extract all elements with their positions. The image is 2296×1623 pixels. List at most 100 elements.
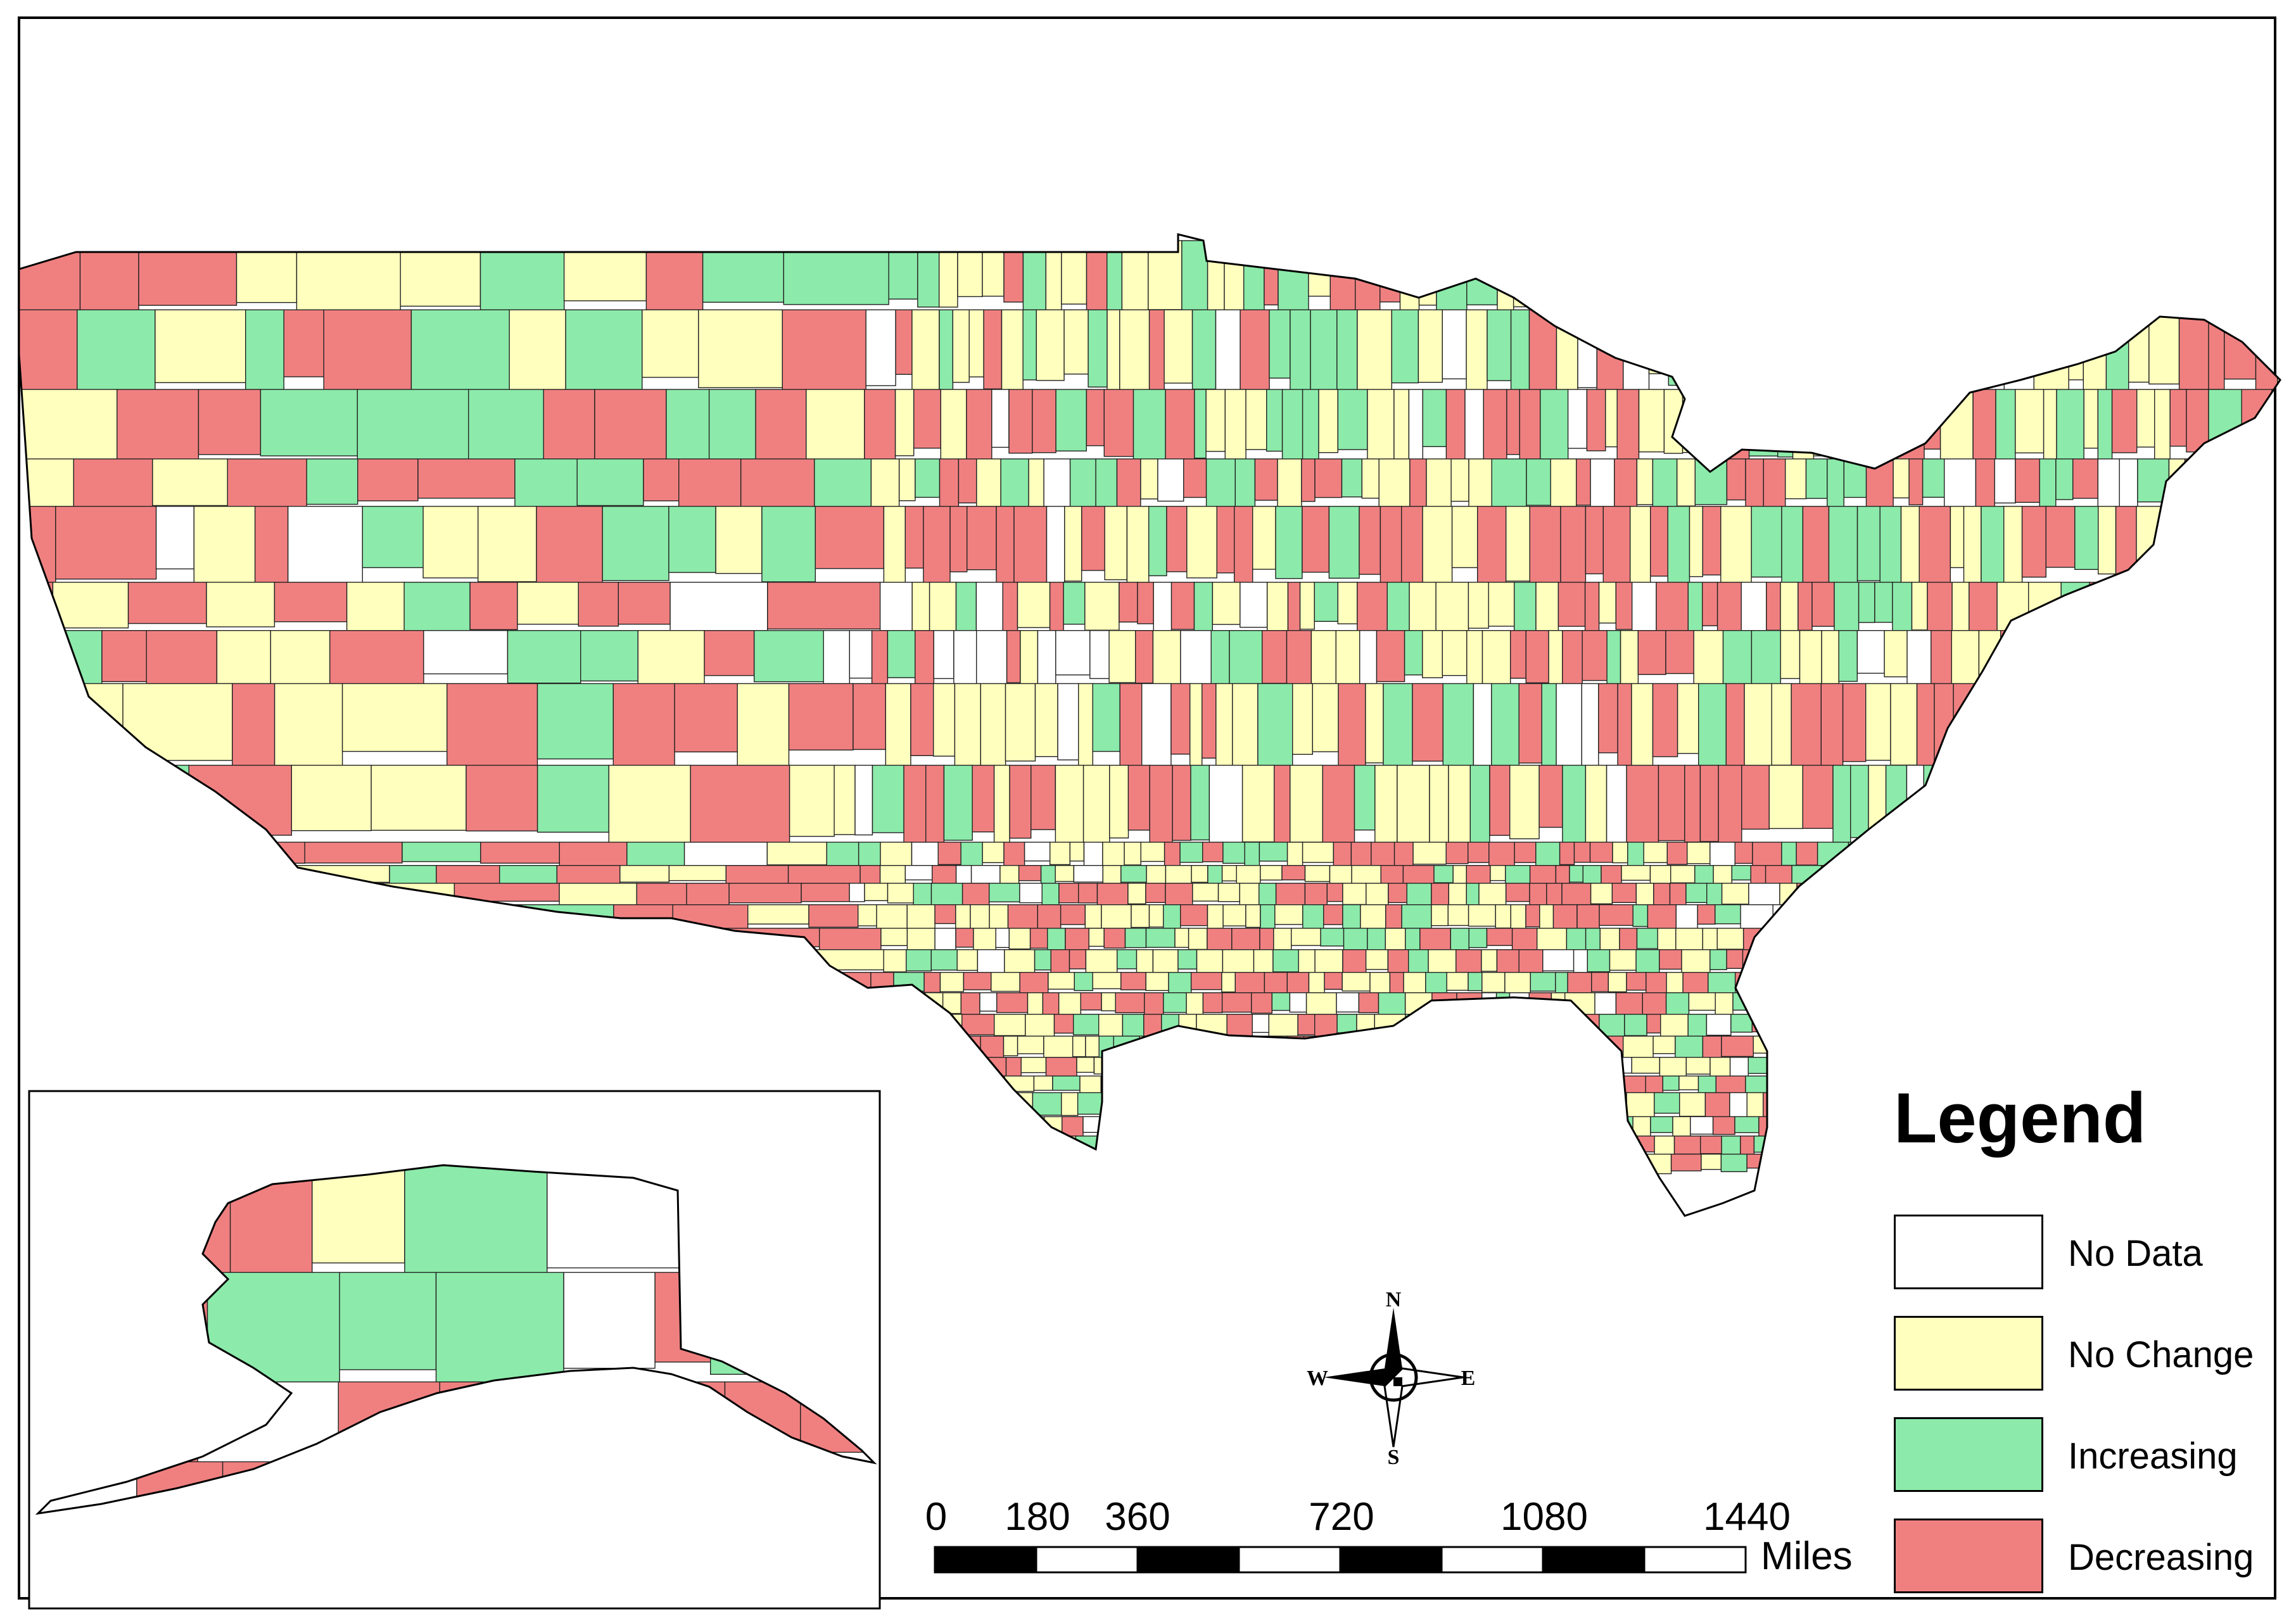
- map-region-cell: [1119, 581, 1138, 622]
- map-region-cell: [1402, 1116, 1427, 1134]
- map-region-cell: [1727, 309, 1747, 377]
- map-region-cell: [2140, 581, 2171, 627]
- map-region-cell: [1281, 864, 1306, 881]
- map-region-cell: [1504, 971, 1531, 995]
- map-region-cell: [2032, 928, 2058, 948]
- map-region-cell: [1665, 992, 1690, 1018]
- map-region-cell: [1286, 971, 1310, 996]
- map-region-cell: [2028, 1035, 2057, 1062]
- map-region-cell: [2015, 971, 2048, 995]
- map-region-cell: [1181, 240, 1208, 320]
- map-region-cell: [1525, 904, 1540, 928]
- map-region-cell: [1540, 389, 1569, 470]
- map-region-cell: [1308, 240, 1331, 297]
- map-region-cell: [1791, 1116, 1816, 1134]
- map-region-cell: [1003, 1153, 1022, 1169]
- map-region-cell: [1442, 309, 1467, 379]
- map-region-cell: [1180, 630, 1212, 694]
- map-region-cell: [613, 904, 673, 926]
- map-region-cell: [1109, 764, 1129, 839]
- map-region-cell: [2029, 240, 2062, 304]
- map-region-cell: [612, 683, 675, 781]
- map-region-cell: [1069, 842, 1085, 862]
- map-region-cell: [2153, 904, 2166, 930]
- map-region-cell: [142, 971, 258, 990]
- map-region-cell: [80, 764, 189, 840]
- map-region-cell: [138, 240, 238, 306]
- map-region-cell: [983, 1075, 1005, 1090]
- map-region-cell: [1422, 505, 1453, 591]
- map-region-cell: [1366, 1116, 1404, 1134]
- map-region-cell: [2183, 505, 2198, 572]
- map-region-cell: [2153, 1153, 2172, 1173]
- map-region-cell: [1320, 1075, 1345, 1096]
- map-region-cell: [2074, 1013, 2090, 1037]
- map-region-cell: [1665, 630, 1694, 674]
- map-region-cell: [72, 1035, 160, 1061]
- map-region-cell: [941, 1135, 964, 1156]
- map-region-cell: [1402, 864, 1435, 887]
- map-region-cell: [1337, 389, 1368, 450]
- map-region-cell: [1088, 309, 1108, 388]
- map-region-cell: [939, 309, 954, 393]
- map-region-cell: [1963, 240, 1981, 315]
- map-region-cell: [1480, 1035, 1509, 1058]
- map-region-cell: [1830, 949, 1856, 976]
- map-region-cell: [1900, 971, 1924, 993]
- map-region-cell: [116, 389, 200, 464]
- map-region-cell: [1699, 1135, 1722, 1154]
- map-region-cell: [745, 949, 805, 976]
- map-region-cell: [1813, 389, 1845, 457]
- map-region-cell: [1856, 505, 1881, 581]
- map-region-cell: [1055, 864, 1074, 882]
- map-region-cell: [1236, 864, 1261, 887]
- map-region-cell: [19, 1013, 67, 1040]
- map-region-cell: [2251, 1092, 2278, 1114]
- map-region-cell: [357, 389, 469, 466]
- map-region-cell: [1102, 1092, 1120, 1121]
- map-region-cell: [1210, 630, 1230, 689]
- map-region-cell: [1229, 630, 1263, 688]
- map-region-cell: [2055, 630, 2073, 685]
- map-region-cell: [1863, 240, 1887, 323]
- map-region-cell: [1779, 1135, 1801, 1154]
- map-region-cell: [1036, 309, 1065, 381]
- map-region-cell: [1096, 883, 1129, 909]
- map-region-cell: [2251, 1035, 2272, 1061]
- map-region-cell: [1895, 949, 1919, 971]
- map-region-cell: [1447, 1153, 1464, 1171]
- map-region-cell: [2102, 904, 2124, 931]
- map-region-cell: [1918, 949, 1942, 969]
- map-region-cell: [915, 458, 941, 498]
- map-region-cell: [2016, 992, 2033, 1017]
- map-region-cell: [1849, 764, 1869, 838]
- map-region-cell: [1380, 505, 1402, 588]
- map-region-cell: [2101, 949, 2124, 975]
- legend-item-no-data: No Data: [1894, 1215, 2248, 1291]
- legend-swatch: [1894, 1215, 2043, 1289]
- map-region-cell: [904, 864, 933, 881]
- map-region-cell: [1817, 842, 1849, 868]
- map-region-cell: [1675, 1035, 1704, 1059]
- map-region-cell: [2033, 309, 2069, 398]
- map-region-cell: [1004, 1135, 1024, 1153]
- map-region-cell: [1376, 1135, 1405, 1153]
- map-region-cell: [1817, 1056, 1844, 1073]
- map-region-cell: [578, 581, 619, 627]
- map-region-cell: [1385, 928, 1406, 951]
- map-region-cell: [953, 1153, 971, 1170]
- map-region-cell: [2197, 1135, 2219, 1158]
- map-region-cell: [956, 949, 978, 971]
- map-region-cell: [1816, 1075, 1837, 1093]
- map-region-cell: [2255, 1075, 2279, 1095]
- map-region-cell: [231, 864, 289, 882]
- map-region-cell: [1901, 992, 1928, 1011]
- map-region-cell: [1906, 309, 1937, 379]
- map-region-cell: [1653, 883, 1671, 907]
- map-region-cell: [1203, 1153, 1229, 1170]
- map-region-cell: [364, 949, 431, 973]
- map-region-cell: [143, 904, 189, 932]
- map-region-cell: [2237, 240, 2259, 312]
- map-region-cell: [1352, 1153, 1369, 1171]
- map-region-cell: [1988, 928, 2008, 949]
